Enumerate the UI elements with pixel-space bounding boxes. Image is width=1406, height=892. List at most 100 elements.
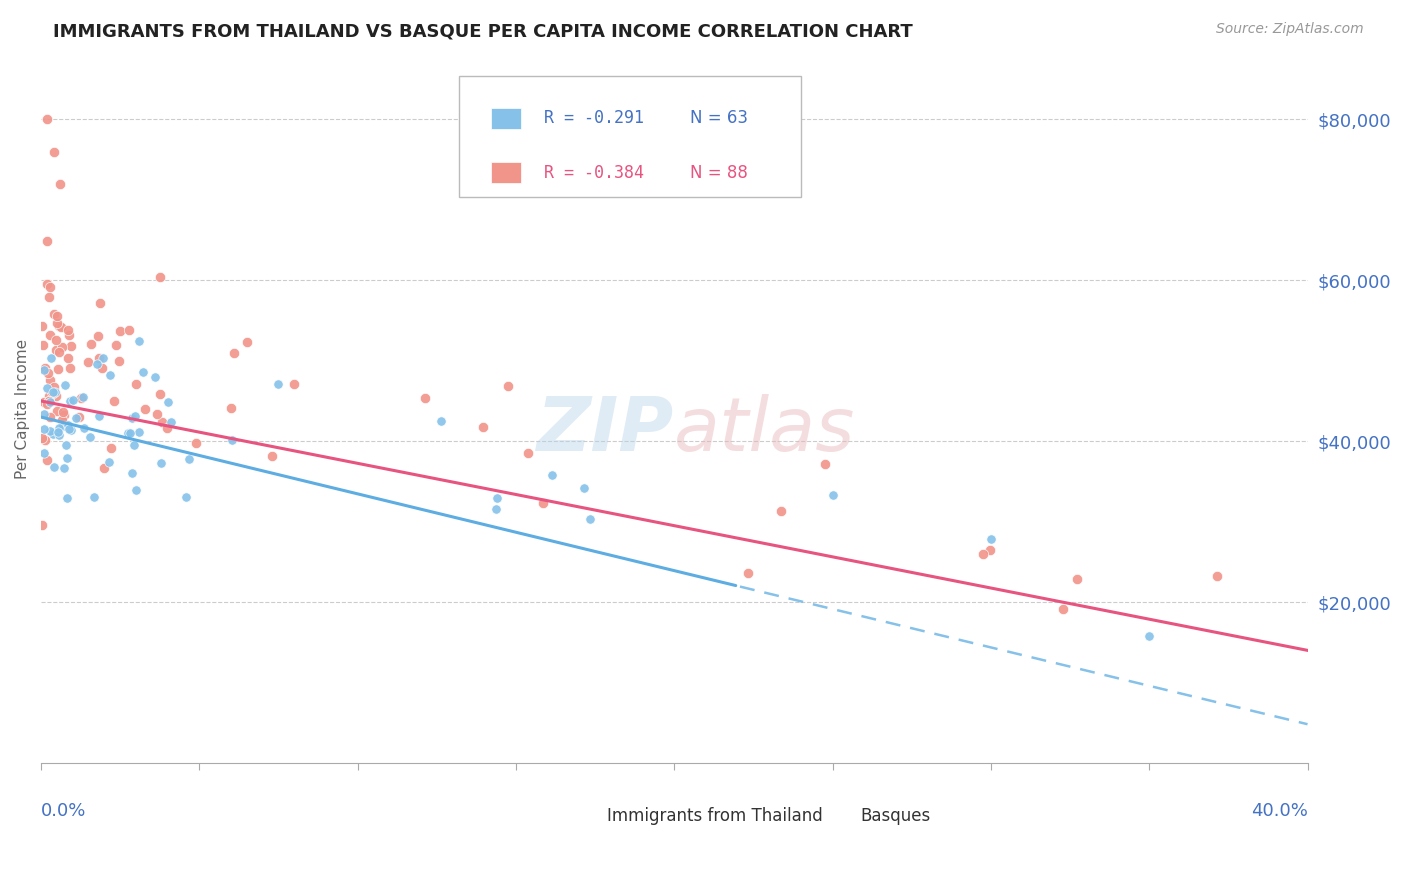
Point [46, 361, 69, 376]
Point [103, 394, 125, 409]
Point [118, 323, 141, 337]
Point [65, 411, 87, 425]
Point [38, 290, 60, 304]
Point [44, 385, 66, 400]
Point [979, 543, 1001, 558]
Point [51, 413, 73, 427]
Point [48, 425, 70, 439]
Point [39, 424, 62, 438]
Point [38, 409, 60, 424]
Point [177, 451, 200, 466]
Point [60, 338, 83, 352]
Point [38, 394, 60, 409]
Point [86, 329, 108, 343]
Point [35, 397, 58, 411]
Point [44, 385, 66, 400]
Point [42, 307, 65, 321]
Point [146, 407, 169, 421]
Point [42, 145, 65, 159]
Point [283, 377, 305, 392]
Point [72, 390, 94, 404]
Point [48, 420, 70, 434]
Point [134, 401, 156, 416]
Point [73, 420, 96, 434]
Point [498, 379, 520, 393]
Point [38, 393, 60, 408]
Point [37, 234, 59, 248]
Point [128, 425, 150, 440]
Point [108, 324, 131, 338]
Point [86, 357, 108, 371]
Text: N = 63: N = 63 [689, 110, 748, 128]
Point [32, 446, 55, 460]
Point [149, 387, 172, 401]
Point [1206, 569, 1229, 583]
Point [814, 457, 837, 471]
Point [32, 362, 55, 376]
Point [58, 327, 80, 342]
Point [46, 316, 69, 330]
Point [32, 422, 55, 436]
Point [42, 386, 65, 401]
Point [157, 394, 180, 409]
Point [132, 365, 155, 379]
Point [34, 433, 56, 447]
Point [236, 335, 259, 350]
Point [100, 441, 122, 455]
Text: R = -0.384: R = -0.384 [544, 163, 644, 182]
Point [45, 333, 67, 347]
Point [35, 277, 58, 291]
Point [49, 319, 72, 334]
Point [52, 409, 75, 423]
Point [222, 346, 245, 360]
Point [44, 380, 66, 394]
Point [37, 112, 59, 127]
Point [413, 391, 436, 405]
Point [31, 319, 53, 334]
Point [221, 433, 243, 447]
Text: Basques: Basques [860, 807, 931, 825]
Point [42, 384, 65, 399]
Point [97, 455, 120, 469]
Point [737, 566, 759, 581]
Point [56, 351, 79, 365]
Point [49, 177, 72, 191]
Point [219, 401, 242, 415]
Point [38, 394, 60, 409]
Point [260, 449, 283, 463]
Point [31, 431, 53, 445]
Point [124, 438, 146, 452]
Point [37, 366, 59, 380]
Point [38, 280, 60, 294]
Point [48, 319, 70, 334]
Point [45, 309, 67, 323]
Point [184, 436, 207, 450]
Point [45, 343, 67, 358]
Point [35, 381, 58, 395]
Point [770, 504, 793, 518]
Point [48, 344, 70, 359]
Point [38, 328, 60, 343]
Point [1137, 629, 1160, 643]
Text: Source: ZipAtlas.com: Source: ZipAtlas.com [1216, 22, 1364, 37]
Point [52, 418, 75, 433]
Point [87, 409, 110, 423]
FancyBboxPatch shape [827, 807, 855, 824]
Text: 0.0%: 0.0% [41, 802, 87, 820]
Point [41, 385, 63, 400]
Point [159, 415, 181, 429]
Point [104, 337, 127, 351]
Point [48, 428, 70, 442]
Point [471, 419, 494, 434]
Point [56, 491, 79, 505]
Point [149, 270, 172, 285]
Point [58, 422, 80, 436]
Point [32, 395, 55, 409]
Point [59, 394, 82, 409]
Point [821, 488, 844, 502]
Point [156, 421, 179, 435]
Point [93, 460, 115, 475]
Point [32, 338, 55, 352]
Point [52, 461, 75, 475]
Point [107, 354, 129, 368]
